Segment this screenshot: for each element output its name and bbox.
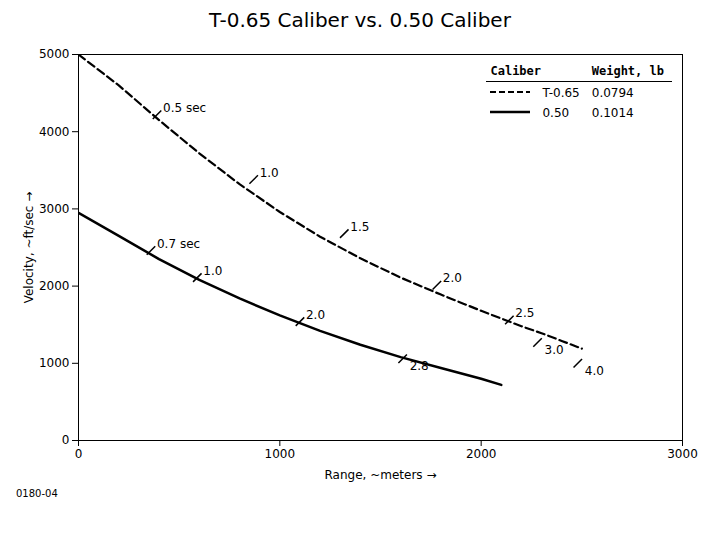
svg-text:2.5: 2.5 xyxy=(515,306,534,320)
svg-text:0.7 sec: 0.7 sec xyxy=(157,237,200,251)
html-text:T-0.65 Caliber vs. 0.50 Calibe: T-0.65 Caliber vs. 0.50 Caliber xyxy=(209,8,511,32)
svg-text:3.0: 3.0 xyxy=(545,343,564,357)
svg-text:1.0: 1.0 xyxy=(203,264,222,278)
html-text:0.0794: 0.0794 xyxy=(591,86,634,100)
svg-text:0: 0 xyxy=(62,433,70,447)
html-text:0180-04: 0180-04 xyxy=(16,488,58,499)
svg-text:4.0: 4.0 xyxy=(585,364,604,378)
svg-text:2000: 2000 xyxy=(39,279,70,293)
svg-text:0.5 sec: 0.5 sec xyxy=(163,101,206,115)
svg-text:2000: 2000 xyxy=(466,447,497,461)
svg-text:1.0: 1.0 xyxy=(260,166,279,180)
html-text:Weight, lb: Weight, lb xyxy=(591,64,664,78)
svg-text:2.0: 2.0 xyxy=(443,271,462,285)
html-text:0.50: 0.50 xyxy=(542,106,570,120)
svg-text:3000: 3000 xyxy=(667,447,698,461)
svg-text:0: 0 xyxy=(75,447,83,461)
html-text:Caliber: Caliber xyxy=(490,64,541,78)
svg-text:1.5: 1.5 xyxy=(350,220,369,234)
svg-text:Velocity, ~ft/sec →: Velocity, ~ft/sec → xyxy=(22,192,36,304)
svg-text:2.8: 2.8 xyxy=(410,359,429,373)
svg-text:Range, ~meters →: Range, ~meters → xyxy=(325,468,437,482)
svg-text:1000: 1000 xyxy=(265,447,296,461)
svg-text:1000: 1000 xyxy=(39,356,70,370)
html-text:0.1014: 0.1014 xyxy=(591,106,634,120)
svg-text:4000: 4000 xyxy=(39,125,70,139)
svg-text:2.0: 2.0 xyxy=(306,308,325,322)
html-text:T-0.65: T-0.65 xyxy=(542,86,580,100)
svg-text:5000: 5000 xyxy=(39,47,70,61)
svg-text:3000: 3000 xyxy=(39,202,70,216)
